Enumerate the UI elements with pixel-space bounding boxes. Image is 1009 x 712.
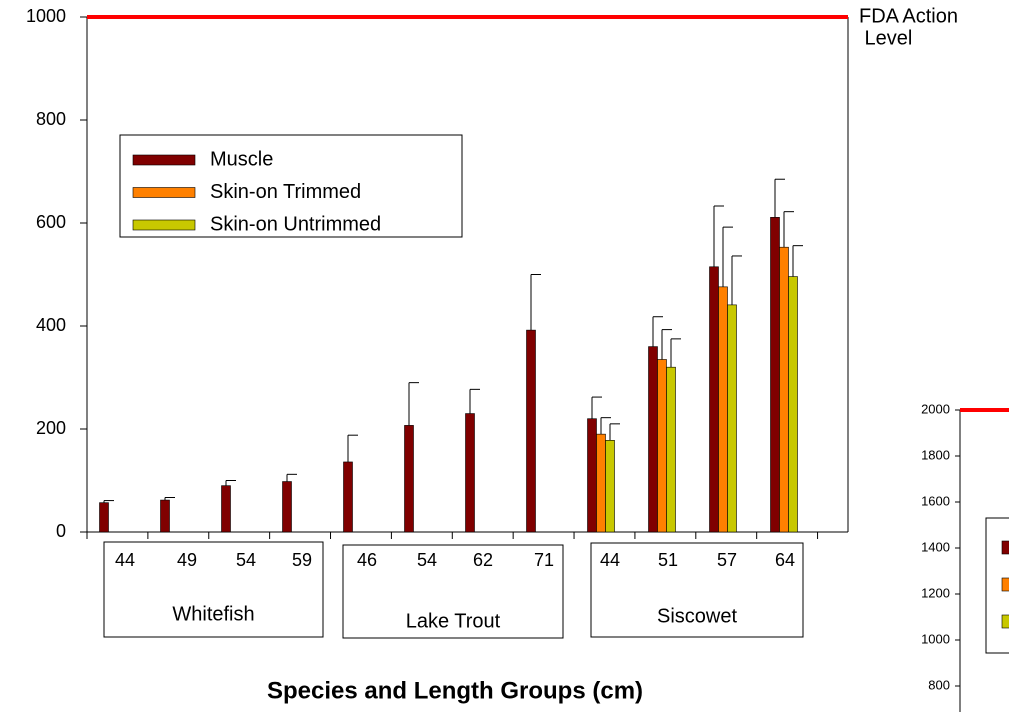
x-tick-label: 62 bbox=[473, 550, 493, 570]
group-label: Lake Trout bbox=[406, 610, 501, 632]
bar bbox=[666, 366, 676, 533]
error-bar bbox=[408, 382, 419, 426]
error-bar bbox=[722, 226, 733, 287]
legend-swatch bbox=[1001, 577, 1009, 592]
error-bar bbox=[286, 473, 297, 482]
group-label: Whitefish bbox=[172, 603, 254, 625]
legend-swatch bbox=[132, 219, 196, 231]
legend-swatch bbox=[132, 187, 196, 198]
bar bbox=[657, 359, 667, 533]
error-bar bbox=[713, 205, 724, 267]
x-tick-label: 49 bbox=[177, 550, 197, 570]
error-bar bbox=[670, 338, 681, 368]
bar bbox=[221, 485, 231, 533]
legend-label: Muscle bbox=[210, 148, 273, 170]
x-tick-label: 54 bbox=[236, 550, 256, 570]
y-tick-label: 1200 bbox=[921, 585, 950, 600]
x-tick-label: 57 bbox=[717, 550, 737, 570]
error-bar bbox=[652, 316, 663, 347]
error-bar bbox=[591, 396, 602, 419]
error-bar bbox=[164, 496, 175, 501]
error-bar bbox=[783, 211, 794, 248]
bar bbox=[282, 481, 292, 533]
bar bbox=[465, 413, 475, 533]
error-bar bbox=[469, 388, 480, 414]
error-bar bbox=[609, 423, 620, 441]
bar bbox=[718, 286, 728, 533]
x-tick-label: 46 bbox=[357, 550, 377, 570]
group-box bbox=[342, 544, 564, 639]
y-tick-label: 1400 bbox=[921, 539, 950, 554]
legend-label: Skin-on Untrimmed bbox=[210, 213, 381, 235]
x-tick-label: 64 bbox=[775, 550, 795, 570]
y-tick-label: 1800 bbox=[921, 447, 950, 462]
x-tick-label: 54 bbox=[417, 550, 437, 570]
bar bbox=[648, 346, 658, 533]
error-bar bbox=[347, 434, 358, 462]
legend-swatch bbox=[1001, 540, 1009, 555]
group-label: Siscowet bbox=[657, 605, 737, 627]
error-bar bbox=[661, 329, 672, 360]
error-bar bbox=[792, 245, 803, 277]
y-tick-label: 1000 bbox=[921, 631, 950, 646]
error-bar bbox=[600, 417, 611, 435]
group-box bbox=[590, 542, 804, 638]
error-bar bbox=[774, 178, 785, 218]
bar bbox=[526, 329, 536, 533]
group-box bbox=[103, 541, 324, 638]
bar bbox=[587, 418, 597, 533]
y-tick-label: 2000 bbox=[921, 401, 950, 416]
bar bbox=[779, 246, 789, 533]
y-tick-label: 1000 bbox=[26, 6, 66, 26]
bar bbox=[770, 217, 780, 533]
x-tick-label: 44 bbox=[115, 550, 135, 570]
legend-swatch bbox=[132, 154, 196, 166]
reference-label: FDA Action bbox=[859, 5, 958, 27]
bar bbox=[596, 433, 606, 533]
y-tick-label: 1600 bbox=[921, 493, 950, 508]
error-bar bbox=[731, 255, 742, 305]
y-tick-label: 400 bbox=[36, 315, 66, 335]
error-bar bbox=[103, 500, 114, 503]
bar bbox=[343, 461, 353, 533]
y-tick-label: 800 bbox=[928, 677, 950, 692]
x-tick-label: 71 bbox=[534, 550, 554, 570]
y-tick-label: 0 bbox=[56, 521, 66, 541]
x-axis-label: Species and Length Groups (cm) bbox=[267, 677, 643, 704]
bar bbox=[99, 502, 109, 533]
bar bbox=[404, 425, 414, 533]
bar bbox=[727, 304, 737, 533]
reference-label: Level bbox=[859, 27, 912, 49]
legend-label: Skin-on Trimmed bbox=[210, 181, 361, 203]
error-bar bbox=[225, 480, 236, 486]
x-tick-label: 51 bbox=[658, 550, 678, 570]
y-tick-label: 600 bbox=[36, 212, 66, 232]
y-tick-label: 200 bbox=[36, 418, 66, 438]
x-tick-label: 59 bbox=[292, 550, 312, 570]
bar bbox=[709, 266, 719, 533]
bar bbox=[605, 440, 615, 533]
legend-swatch bbox=[1001, 614, 1009, 629]
bar bbox=[788, 276, 798, 533]
bar bbox=[160, 499, 170, 533]
y-tick-label: 800 bbox=[36, 109, 66, 129]
x-tick-label: 44 bbox=[600, 550, 620, 570]
error-bar bbox=[530, 274, 541, 331]
